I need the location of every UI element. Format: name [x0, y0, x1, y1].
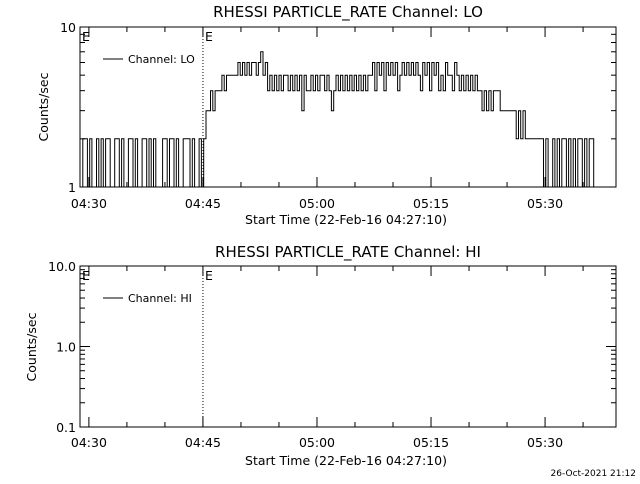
lo-y-tick-label: 1 [68, 180, 76, 195]
lo-x-axis-label: Start Time (22-Feb-16 04:27:10) [245, 212, 447, 227]
hi-plot-frame [79, 265, 617, 428]
hi-legend-label: Channel: HI [128, 292, 192, 305]
hi-y-tick-label: 0.1 [56, 420, 76, 435]
lo-channel-panel: RHESSI PARTICLE_RATE Channel: LO 1 10 04:… [36, 3, 617, 227]
hi-y-tick-label: 10.0 [48, 259, 76, 274]
hi-x-axis-label: Start Time (22-Feb-16 04:27:10) [245, 453, 447, 468]
footer-timestamp: 26-Oct-2021 21:12 [551, 469, 636, 479]
lo-x-tick-label: 05:15 [413, 196, 449, 211]
lo-y-axis-label: Counts/sec [36, 72, 51, 141]
lo-y-tick-label: 10 [60, 20, 76, 35]
hi-x-tick-label: 05:00 [299, 435, 335, 450]
lo-data-series [80, 51, 615, 188]
lo-x-tick-label: 04:45 [185, 196, 221, 211]
lo-x-tick-label: 04:30 [71, 196, 107, 211]
lo-event-markers: EEE [82, 27, 213, 187]
hi-event-marker-label: E [82, 268, 90, 283]
hi-y-axis: 0.1 1.0 10.0 [48, 259, 616, 435]
hi-x-tick-label: 05:30 [527, 435, 563, 450]
hi-y-axis-label: Counts/sec [24, 312, 39, 381]
hi-event-markers: EEE [82, 266, 213, 427]
lo-chart-title: RHESSI PARTICLE_RATE Channel: LO [213, 3, 483, 22]
lo-plot-frame [79, 26, 617, 188]
lo-series-line [80, 51, 615, 188]
lo-legend-label: Channel: LO [128, 53, 195, 66]
hi-x-tick-label: 05:15 [413, 435, 449, 450]
lo-y-axis: 1 10 [60, 20, 616, 195]
lo-event-marker-label: E [82, 29, 90, 44]
lo-event-marker-label: E [205, 29, 213, 44]
hi-x-tick-label: 04:45 [185, 435, 221, 450]
hi-event-marker-label: E [205, 268, 213, 283]
lo-legend: Channel: LO [103, 53, 195, 66]
lo-x-tick-label: 05:30 [527, 196, 563, 211]
hi-y-tick-label: 1.0 [56, 340, 76, 355]
hi-channel-panel: RHESSI PARTICLE_RATE Channel: HI 0.1 1.0 1… [24, 243, 617, 468]
hi-legend: Channel: HI [103, 292, 192, 305]
hi-chart-title: RHESSI PARTICLE_RATE Channel: HI [215, 243, 481, 262]
hi-x-tick-label: 04:30 [71, 435, 107, 450]
lo-x-tick-label: 05:00 [299, 196, 335, 211]
